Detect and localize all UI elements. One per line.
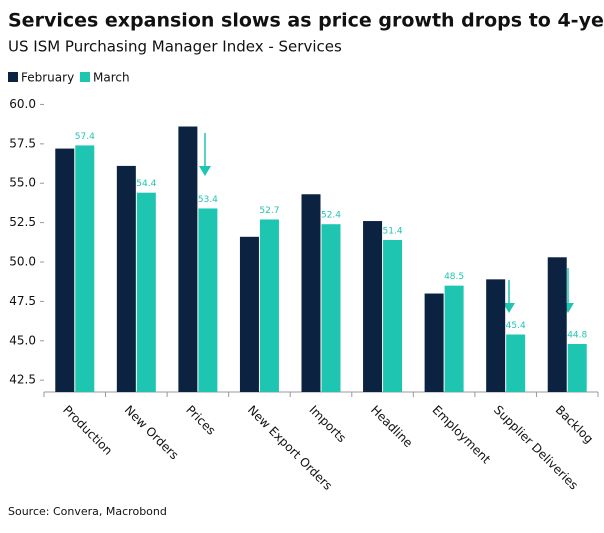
data-label: 51.4 [383, 226, 403, 236]
legend-label: March [93, 71, 130, 85]
data-label: 53.4 [198, 195, 218, 205]
x-tick-label: Prices [183, 403, 218, 438]
data-label: 57.4 [75, 132, 95, 142]
bar [239, 236, 259, 392]
bar [486, 279, 506, 392]
bar [259, 219, 279, 392]
bar [424, 293, 444, 392]
x-tick-label: Production [60, 403, 115, 458]
bar [506, 334, 526, 392]
data-label: 45.4 [506, 321, 526, 331]
data-label: 52.4 [321, 211, 341, 221]
legend-label: February [21, 71, 74, 85]
bar [547, 257, 567, 392]
bar [136, 192, 156, 392]
bar [178, 126, 198, 393]
bar [198, 208, 218, 392]
y-tick-label: 45.0 [9, 333, 36, 347]
bar [567, 343, 587, 392]
y-tick-label: 60.0 [9, 97, 36, 111]
y-tick-label: 52.5 [9, 215, 36, 229]
data-label: 54.4 [136, 179, 156, 189]
y-tick-label: 50.0 [9, 255, 36, 269]
bar [301, 194, 321, 392]
x-tick-label: Headline [368, 403, 415, 450]
y-tick-label: 47.5 [9, 294, 36, 308]
data-label: 44.8 [567, 330, 587, 340]
bar [383, 239, 403, 392]
y-tick-label: 42.5 [9, 373, 36, 387]
x-tick-label: Employment [430, 403, 494, 467]
bar [321, 224, 341, 392]
bar [363, 221, 383, 392]
chart-subtitle: US ISM Purchasing Manager Index - Servic… [8, 38, 342, 56]
legend-swatch [80, 72, 90, 82]
y-tick-label: 57.5 [9, 136, 36, 150]
bar [444, 285, 464, 392]
data-label: 52.7 [259, 206, 279, 216]
bar [55, 148, 75, 392]
chart-title: Services expansion slows as price growth… [8, 10, 604, 32]
source: Source: Convera, Macrobond [8, 505, 167, 518]
x-tick-label: Imports [306, 403, 348, 445]
legend-swatch [8, 72, 18, 82]
bar [116, 165, 136, 392]
bar [75, 145, 95, 392]
x-tick-label: New Orders [122, 403, 182, 463]
y-tick-label: 55.0 [9, 176, 36, 190]
x-tick-label: Backlog [553, 403, 596, 446]
data-label: 48.5 [444, 272, 464, 282]
